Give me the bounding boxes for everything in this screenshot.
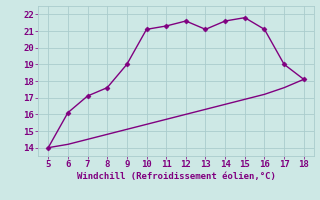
X-axis label: Windchill (Refroidissement éolien,°C): Windchill (Refroidissement éolien,°C) (76, 172, 276, 181)
